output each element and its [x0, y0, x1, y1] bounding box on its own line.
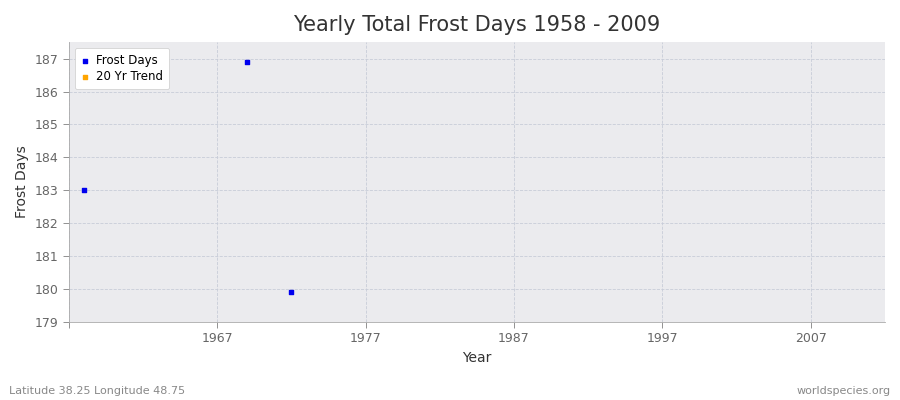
- Frost Days: [284, 289, 299, 296]
- Frost Days: [76, 187, 91, 194]
- Text: worldspecies.org: worldspecies.org: [796, 386, 891, 396]
- Title: Yearly Total Frost Days 1958 - 2009: Yearly Total Frost Days 1958 - 2009: [293, 15, 661, 35]
- Frost Days: [239, 59, 254, 65]
- Text: Latitude 38.25 Longitude 48.75: Latitude 38.25 Longitude 48.75: [9, 386, 185, 396]
- X-axis label: Year: Year: [463, 351, 491, 365]
- Y-axis label: Frost Days: Frost Days: [15, 146, 29, 218]
- Legend: Frost Days, 20 Yr Trend: Frost Days, 20 Yr Trend: [75, 48, 169, 89]
